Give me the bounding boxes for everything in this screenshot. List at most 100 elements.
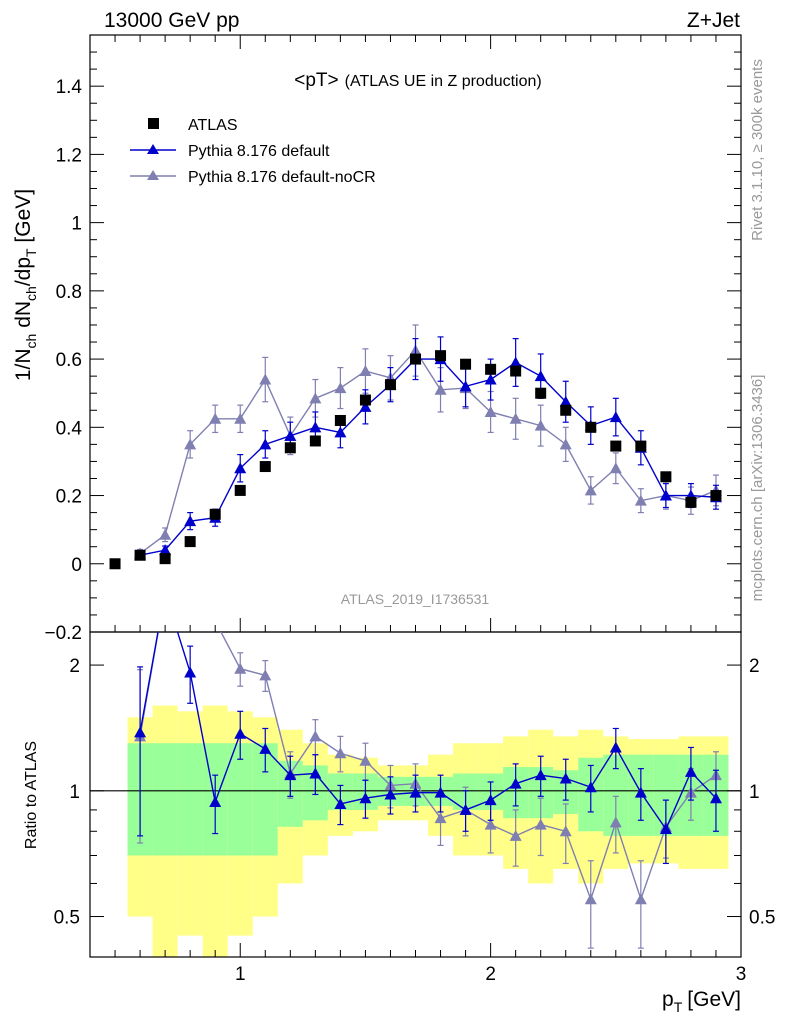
- energy-label: 13000 GeV pp: [104, 9, 239, 32]
- mcplots-label: mcplots.cern.ch [arXiv:1306.3436]: [749, 375, 766, 602]
- atlas-marker: [309, 435, 321, 447]
- ratio-y-axis-label: Ratio to ATLAS: [23, 741, 40, 849]
- x-tick-label: 1: [235, 964, 246, 985]
- ratio-y-tick-label-right: 1: [749, 782, 760, 803]
- default-marker: [309, 421, 322, 433]
- atlas-marker: [259, 461, 271, 473]
- atlas-marker: [710, 490, 722, 502]
- nocr-ratio-marker: [359, 754, 372, 766]
- y-tick-label: 1.2: [56, 145, 82, 166]
- default-line: [139, 358, 717, 556]
- nocr-marker: [209, 412, 222, 424]
- atlas-marker: [585, 421, 597, 433]
- nocr-ratio-marker: [559, 825, 572, 837]
- default-ratio-marker: [459, 803, 472, 815]
- default-ratio-marker: [384, 788, 397, 800]
- legend-default-marker: [147, 144, 159, 154]
- default-ratio-marker: [259, 742, 272, 754]
- legend-nocr-marker: [147, 170, 159, 180]
- default-ratio-marker: [309, 767, 322, 779]
- atlas-marker: [184, 536, 196, 548]
- ratio-band-inner: [227, 743, 253, 856]
- nocr-ratio-marker: [634, 893, 647, 905]
- nocr-marker: [559, 438, 572, 450]
- default-marker: [159, 544, 172, 556]
- atlas-marker: [635, 440, 647, 452]
- nocr-ratio-marker: [609, 816, 622, 828]
- default-marker: [359, 400, 372, 412]
- default-ratio-marker: [484, 794, 497, 806]
- x-tick-label: 2: [485, 964, 496, 985]
- ratio-y-tick-label: 1: [69, 782, 80, 803]
- y-tick-label: 0.6: [56, 350, 82, 371]
- nocr-ratio-line: [139, 632, 717, 902]
- atlas-marker: [535, 387, 547, 399]
- nocr-ratio-marker: [259, 669, 272, 681]
- nocr-marker: [584, 484, 597, 496]
- legend-nocr-label: Pythia 8.176 default-noCR: [188, 169, 376, 186]
- default-ratio-marker: [584, 781, 597, 793]
- default-marker: [509, 356, 522, 368]
- ratio-y-tick-label: 0.5: [54, 908, 80, 929]
- default-ratio-marker: [659, 823, 672, 835]
- atlas-marker: [209, 508, 221, 520]
- atlas-marker: [560, 404, 572, 416]
- atlas-marker: [359, 394, 371, 406]
- ratio-band-inner: [177, 743, 203, 856]
- atlas-marker: [134, 549, 146, 561]
- default-ratio-marker: [284, 769, 297, 781]
- ratio-y-tick-label: 2: [69, 656, 80, 677]
- default-ratio-marker: [509, 777, 522, 789]
- legend-atlas-marker: [148, 118, 159, 129]
- default-marker: [234, 462, 247, 474]
- atlas-marker: [485, 363, 497, 375]
- nocr-ratio-marker: [434, 812, 447, 824]
- y-tick-label: 1: [71, 214, 82, 235]
- default-ratio-marker: [334, 797, 347, 809]
- plot-title: <pT> (ATLAS UE in Z production): [294, 70, 541, 91]
- default-ratio-marker: [634, 786, 647, 798]
- nocr-ratio-marker: [584, 893, 597, 905]
- atlas-marker: [410, 353, 421, 365]
- y-axis-label: 1/Nch dNch/dpT [GeV]: [12, 189, 39, 381]
- nocr-ratio-marker: [334, 747, 347, 759]
- nocr-marker: [159, 528, 172, 540]
- atlas-marker: [660, 471, 672, 483]
- ratio-band-inner: [152, 743, 178, 856]
- x-tick-label: 3: [736, 964, 747, 985]
- default-ratio-marker: [234, 727, 247, 739]
- nocr-marker: [434, 383, 447, 395]
- nocr-marker: [634, 494, 647, 506]
- rivet-label: Rivet 3.1.10, ≥ 300k events: [749, 59, 766, 241]
- atlas-marker: [384, 379, 396, 391]
- process-label: Z+Jet: [687, 9, 740, 32]
- nocr-marker: [609, 462, 622, 474]
- y-tick-label: 0.2: [56, 487, 82, 508]
- nocr-ratio-marker: [484, 818, 497, 830]
- nocr-ratio-marker: [534, 818, 547, 830]
- default-marker: [609, 411, 622, 423]
- default-marker: [659, 489, 672, 501]
- ratio-y-tick-label-right: 0.5: [749, 908, 775, 929]
- nocr-ratio-marker: [309, 730, 322, 742]
- ratio-y-tick-label-right: 2: [749, 656, 760, 677]
- atlas-marker: [109, 558, 121, 570]
- nocr-ratio-marker: [509, 829, 522, 841]
- legend-default-label: Pythia 8.176 default: [188, 143, 330, 160]
- default-ratio-marker: [534, 769, 547, 781]
- default-ratio-marker: [559, 772, 572, 784]
- nocr-marker: [184, 438, 197, 450]
- ratio-uncertainty-bands: [127, 705, 729, 957]
- main-series-layer: [109, 324, 722, 570]
- default-marker: [459, 380, 472, 392]
- default-marker: [184, 515, 197, 527]
- legend: ATLAS Pythia 8.176 default Pythia 8.176 …: [130, 117, 376, 186]
- y-tick-label: −0.2: [44, 623, 82, 644]
- default-ratio-marker: [609, 741, 622, 753]
- default-ratio-marker: [209, 796, 222, 808]
- analysis-id: ATLAS_2019_I1736531: [341, 591, 490, 607]
- nocr-marker: [509, 412, 522, 424]
- default-marker: [259, 438, 272, 450]
- nocr-marker: [534, 419, 547, 431]
